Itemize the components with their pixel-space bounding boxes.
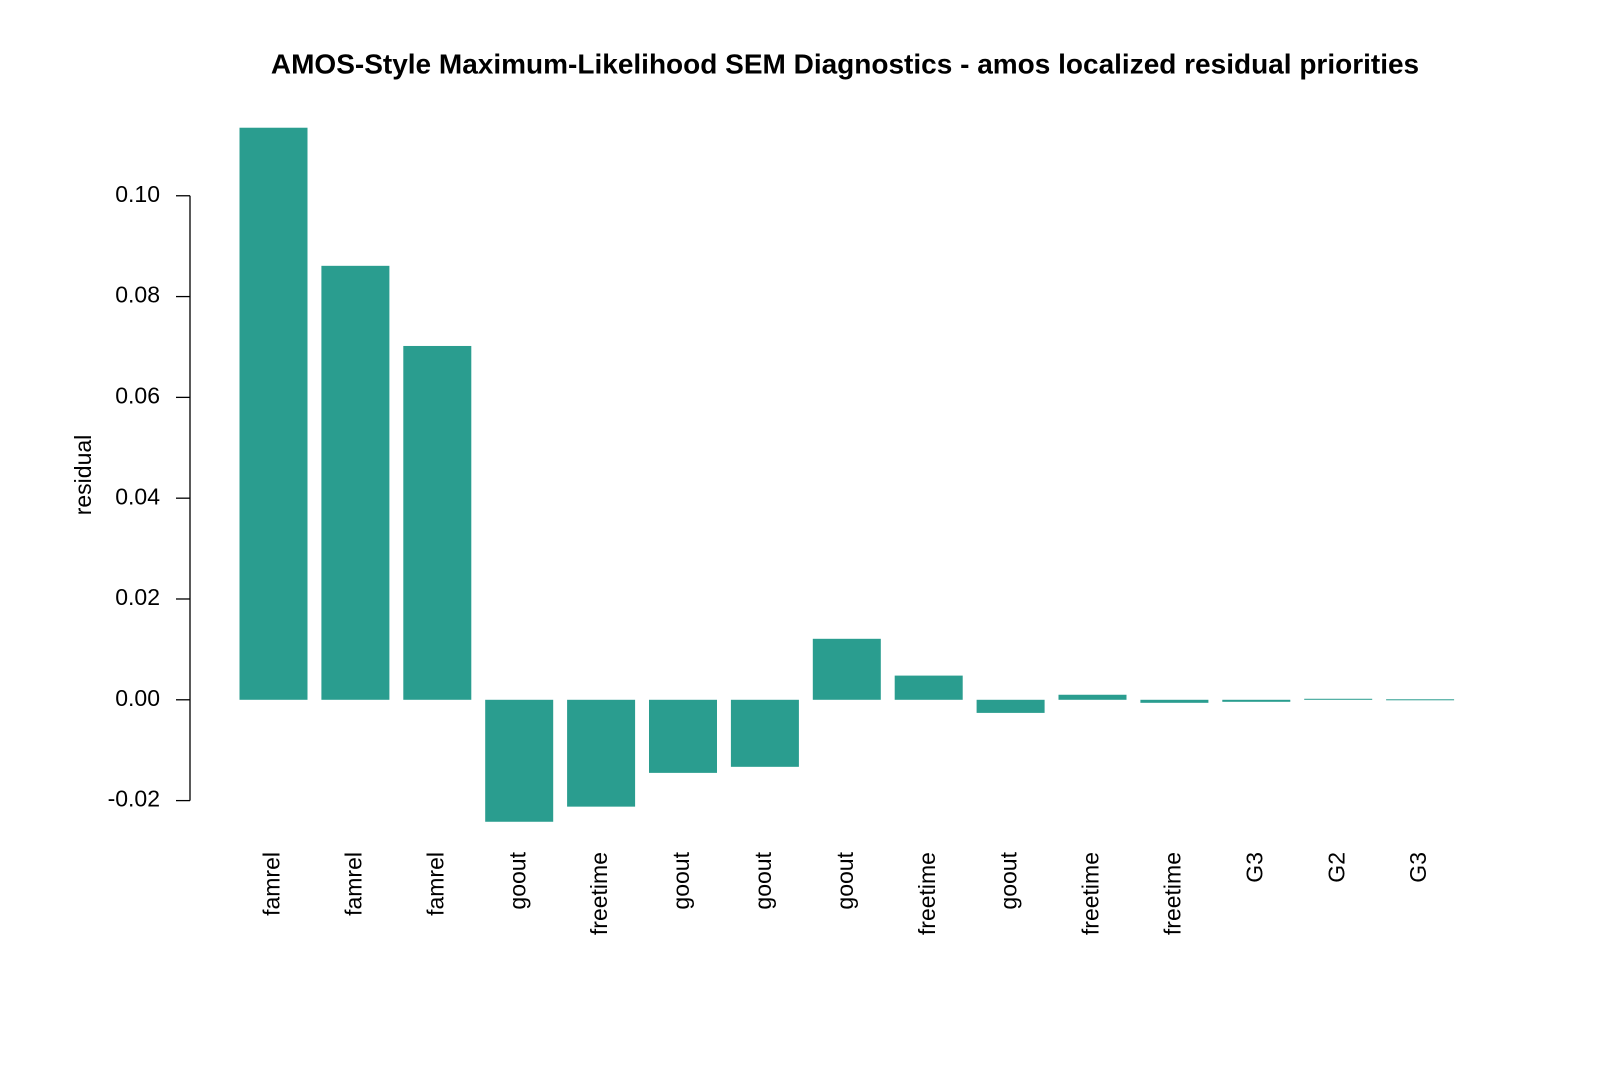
y-tick-label: 0.08: [115, 282, 160, 308]
bar: [976, 699, 1045, 713]
x-tick-label: famrel: [422, 852, 448, 916]
x-tick-label: G3: [1241, 852, 1267, 883]
y-tick-label: 0.06: [115, 382, 160, 408]
x-tick-label: G2: [1323, 852, 1349, 883]
x-tick-label: goout: [832, 851, 858, 909]
bar: [894, 675, 963, 700]
bar: [730, 699, 799, 767]
bar: [239, 127, 308, 700]
y-axis-label: residual: [70, 435, 96, 516]
bar: [1222, 699, 1291, 702]
y-tick-label: 0.00: [115, 685, 160, 711]
bar: [812, 638, 881, 700]
x-tick-label: famrel: [340, 852, 366, 916]
x-tick-label: freetime: [914, 852, 940, 935]
bar: [403, 345, 472, 700]
bar: [1140, 699, 1209, 703]
bar: [649, 699, 717, 773]
x-tick-label: freetime: [586, 852, 612, 935]
x-tick-label: goout: [996, 851, 1022, 909]
bar: [567, 699, 636, 807]
x-tick-label: freetime: [1078, 852, 1104, 935]
chart-title: AMOS-Style Maximum-Likelihood SEM Diagno…: [271, 48, 1419, 79]
x-tick-label: famrel: [259, 852, 285, 916]
y-tick-label: 0.02: [115, 584, 160, 610]
x-tick-label: G3: [1405, 852, 1431, 883]
y-tick-label: 0.10: [115, 181, 160, 207]
x-tick-label: goout: [504, 851, 530, 909]
x-tick-label: freetime: [1159, 852, 1185, 935]
bar: [321, 265, 390, 700]
y-tick-label: 0.04: [115, 483, 160, 509]
y-tick-label: -0.02: [108, 786, 160, 812]
x-tick-label: goout: [668, 851, 694, 909]
bar: [1058, 694, 1127, 700]
bar: [485, 699, 554, 822]
bar: [1304, 698, 1373, 700]
bar: [1386, 699, 1455, 701]
x-tick-label: goout: [750, 851, 776, 909]
